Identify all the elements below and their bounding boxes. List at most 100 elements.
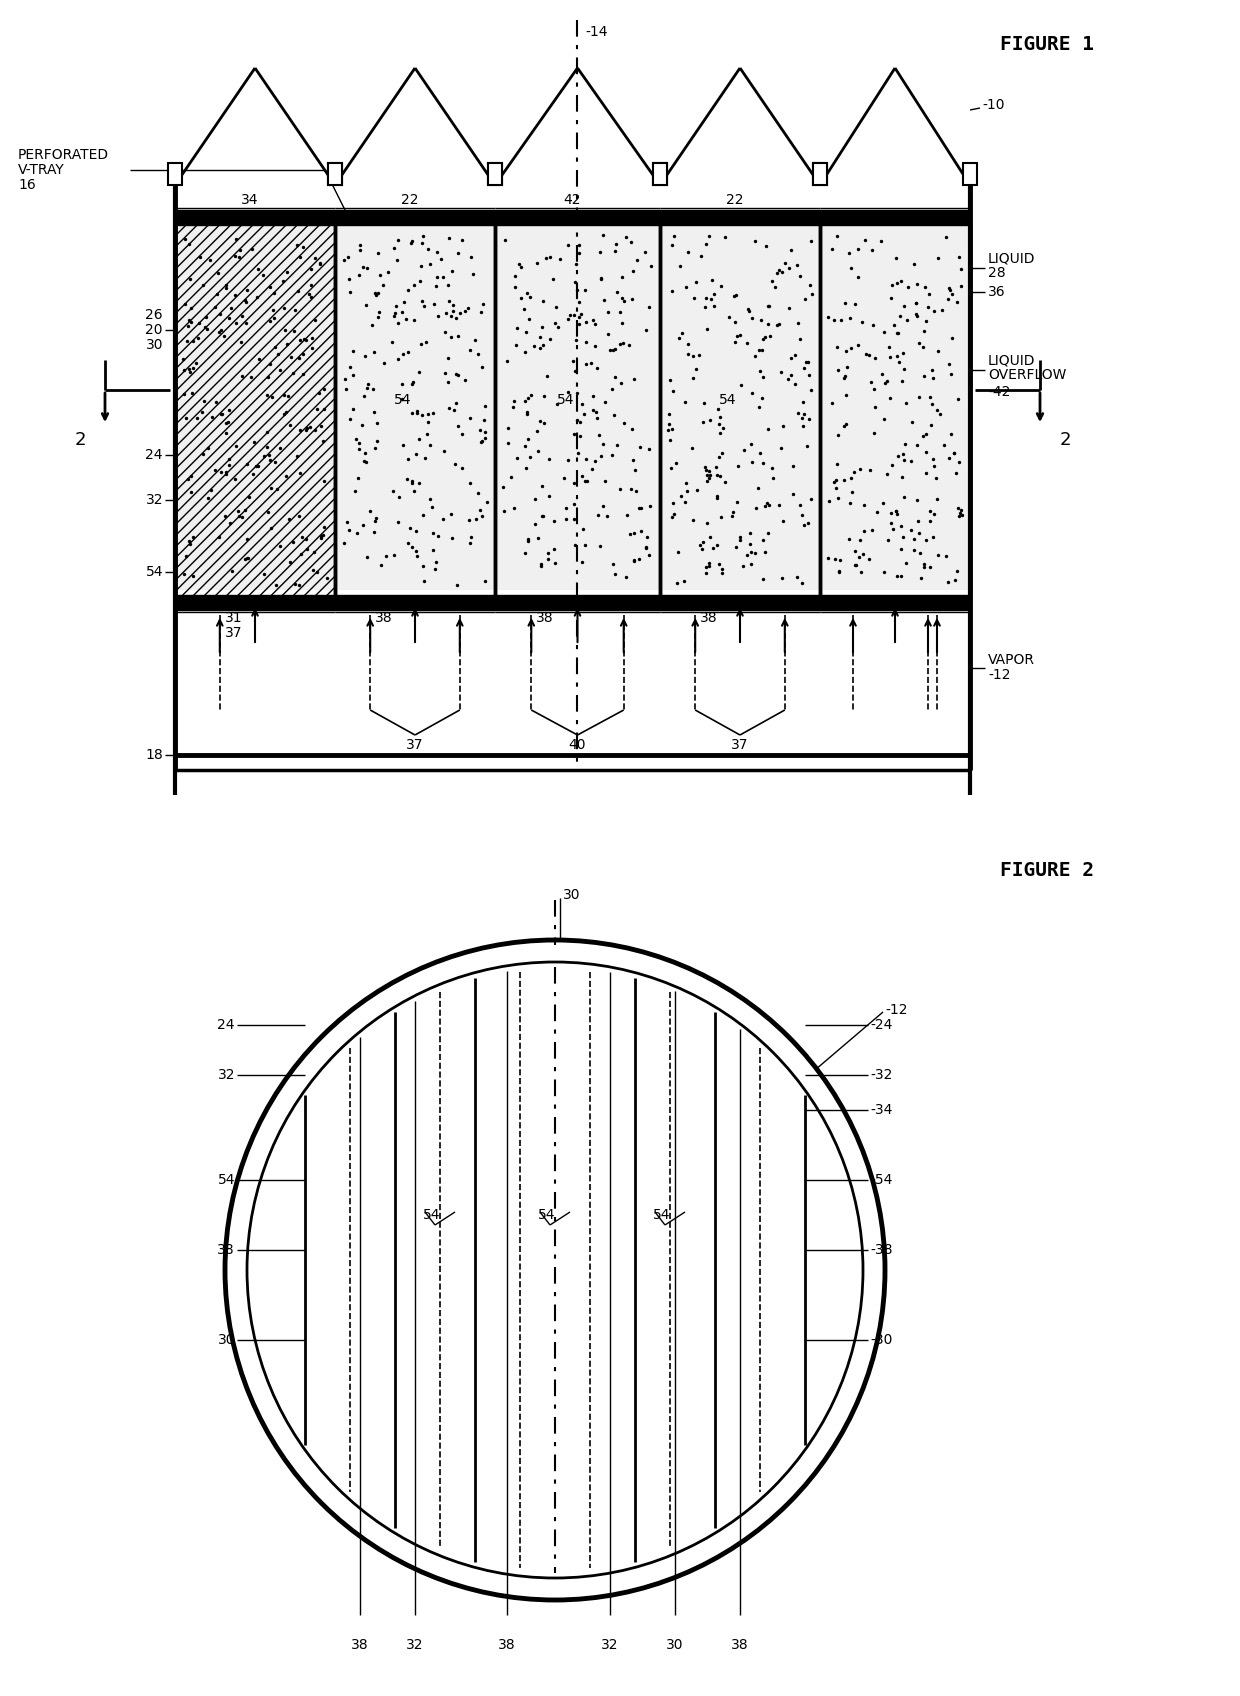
Point: [893, 339, 913, 366]
Point: [724, 283, 744, 310]
Point: [928, 541, 947, 568]
Point: [618, 502, 637, 529]
Point: [899, 273, 919, 300]
Point: [533, 331, 553, 358]
Point: [475, 392, 495, 419]
Text: 54: 54: [719, 393, 737, 407]
Point: [588, 502, 608, 529]
Point: [518, 527, 538, 555]
Point: [237, 526, 257, 553]
Point: [909, 329, 929, 356]
Point: [929, 338, 949, 365]
Point: [534, 383, 554, 410]
Point: [573, 516, 593, 543]
Point: [714, 468, 734, 495]
Point: [260, 275, 280, 302]
Point: [249, 346, 269, 373]
Point: [728, 322, 748, 349]
Point: [704, 282, 724, 309]
Point: [341, 278, 361, 305]
Point: [532, 502, 552, 529]
Point: [311, 522, 331, 550]
Point: [353, 512, 373, 539]
Point: [779, 365, 799, 392]
Point: [909, 507, 929, 534]
Point: [211, 400, 231, 427]
Point: [924, 365, 944, 392]
Point: [280, 412, 300, 439]
Point: [262, 383, 281, 410]
Point: [187, 324, 207, 351]
Point: [827, 356, 847, 383]
Point: [699, 458, 719, 485]
Point: [594, 287, 614, 314]
Point: [314, 468, 334, 495]
Point: [605, 231, 625, 258]
Point: [939, 351, 959, 378]
Point: [729, 322, 749, 349]
Point: [730, 526, 750, 553]
Point: [636, 533, 656, 560]
Point: [585, 448, 605, 475]
Point: [537, 363, 557, 390]
Point: [691, 531, 711, 558]
Point: [289, 572, 309, 599]
Text: -12: -12: [885, 1002, 908, 1018]
Point: [218, 451, 238, 478]
Point: [538, 539, 558, 566]
Point: [181, 309, 201, 336]
Point: [631, 494, 651, 521]
Point: [909, 383, 929, 410]
Point: [404, 305, 424, 332]
Point: [419, 485, 439, 512]
Point: [702, 287, 722, 314]
Point: [314, 427, 334, 455]
Point: [760, 322, 780, 349]
Point: [260, 351, 280, 378]
Point: [739, 519, 759, 546]
Point: [193, 388, 213, 416]
Point: [916, 526, 936, 553]
Point: [580, 349, 600, 377]
Point: [439, 344, 459, 371]
Point: [471, 502, 491, 529]
Point: [570, 422, 590, 449]
Point: [708, 395, 728, 422]
Point: [732, 371, 751, 399]
Point: [198, 434, 218, 461]
Point: [572, 463, 591, 490]
Point: [892, 536, 911, 563]
Point: [739, 297, 759, 324]
Point: [939, 287, 959, 314]
Point: [283, 360, 303, 387]
Point: [764, 465, 784, 492]
Text: 38: 38: [536, 611, 554, 626]
Point: [663, 490, 683, 517]
Point: [888, 343, 908, 370]
Point: [613, 263, 632, 290]
Point: [888, 443, 908, 470]
Point: [275, 399, 295, 426]
Point: [404, 271, 424, 298]
Point: [856, 226, 875, 253]
Point: [697, 466, 717, 494]
Point: [219, 446, 239, 473]
Point: [536, 244, 556, 271]
Point: [187, 404, 207, 431]
Point: [458, 295, 477, 322]
Point: [689, 341, 709, 368]
Point: [792, 568, 812, 595]
Point: [433, 263, 453, 290]
Point: [781, 236, 801, 263]
Point: [908, 431, 928, 458]
Point: [667, 570, 687, 597]
Point: [507, 444, 527, 471]
Point: [621, 475, 641, 502]
Point: [901, 516, 921, 543]
Point: [521, 382, 541, 409]
Point: [697, 231, 717, 258]
Point: [274, 382, 294, 409]
Point: [567, 251, 587, 278]
Point: [707, 482, 727, 509]
Point: [301, 271, 321, 298]
